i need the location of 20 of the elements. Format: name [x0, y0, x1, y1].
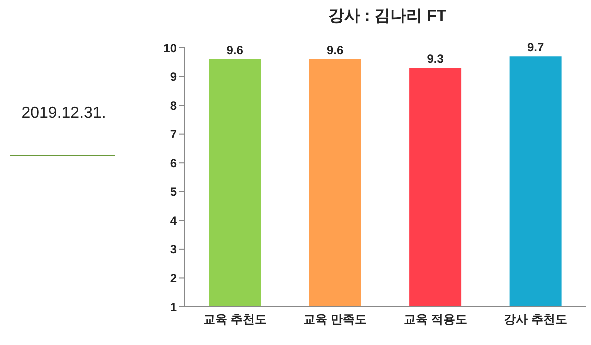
y-tick-label: 1 [170, 300, 178, 314]
y-tick-label: 5 [170, 185, 178, 200]
x-tick-label: 교육 적용도 [404, 312, 468, 327]
data-label: 9.7 [527, 40, 544, 55]
y-tick-label: 9 [170, 70, 178, 84]
y-tick-label: 2 [170, 271, 178, 286]
x-tick-label: 강사 추천도 [504, 312, 568, 327]
text: 2019.12.31. [20, 105, 108, 123]
y-tick-label: 3 [170, 242, 178, 257]
y-tick-label: 6 [170, 156, 178, 170]
data-label: 9.3 [427, 52, 444, 66]
y-tick-label: 7 [170, 128, 178, 142]
x-tick-label: 교육 만족도 [304, 312, 368, 327]
y-tick-label: 8 [170, 98, 178, 113]
chart-title: 강사 : 김나리 FT [327, 7, 448, 27]
data-label: 9.6 [326, 44, 344, 58]
data-label: 9.6 [226, 44, 244, 58]
y-tick-label: 10 [164, 41, 178, 56]
y-tick-label: 4 [170, 214, 178, 228]
x-tick-label: 교육 추천도 [203, 312, 267, 327]
